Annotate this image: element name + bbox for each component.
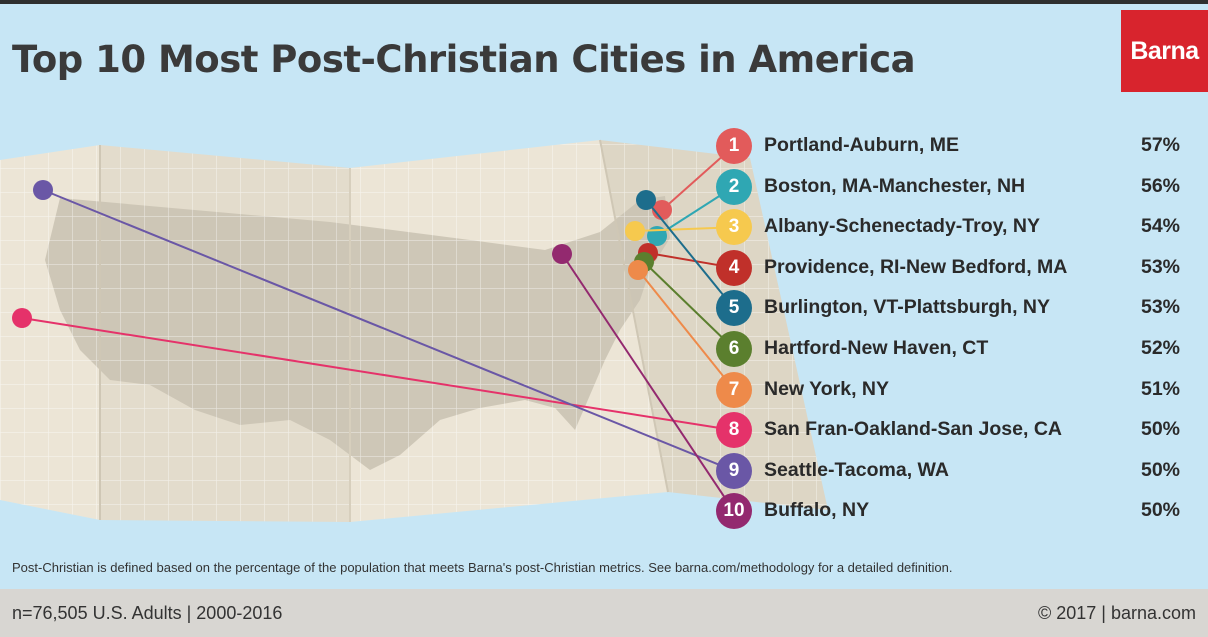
connector-line [561, 253, 735, 512]
rank-badge: 2 [716, 168, 752, 205]
page-title: Top 10 Most Post-Christian Cities in Ame… [12, 38, 916, 81]
ranking-row: 8 San Fran-Oakland-San Jose, CA 50% [716, 412, 1186, 449]
city-name: Buffalo, NY [764, 499, 870, 522]
ranking-row: 7 New York, NY 51% [716, 371, 1186, 408]
city-map-marker [625, 221, 645, 241]
city-percentage: 50% [1140, 499, 1180, 522]
ranking-row: 10 Buffalo, NY 50% [716, 493, 1186, 530]
ranking-row: 4 Providence, RI-New Bedford, MA 53% [716, 249, 1186, 286]
city-name: Albany-Schenectady-Troy, NY [764, 215, 1040, 238]
ranking-row: 2 Boston, MA-Manchester, NH 56% [716, 168, 1186, 205]
city-percentage: 53% [1140, 296, 1180, 319]
city-percentage: 56% [1140, 174, 1180, 197]
copyright: © 2017 | barna.com [1037, 603, 1196, 623]
city-map-marker [33, 180, 53, 200]
top-rule [0, 0, 1208, 4]
rank-badge: 7 [716, 371, 752, 408]
ranking-row: 6 Hartford-New Haven, CT 52% [716, 331, 1186, 367]
rank-badge: 6 [716, 331, 752, 367]
city-name: Burlington, VT-Plattsburgh, NY [764, 296, 1050, 319]
rank-badge: 4 [716, 249, 752, 286]
rank-badge: 3 [716, 209, 752, 246]
city-name: Boston, MA-Manchester, NH [764, 174, 1026, 197]
connector-line [645, 199, 735, 310]
footer-bar: n=76,505 U.S. Adults | 2000-2016 © 2017 … [0, 589, 1208, 637]
rank-badge: 10 [716, 493, 752, 530]
city-map-marker [636, 190, 656, 210]
city-name: Portland-Auburn, ME [764, 134, 959, 156]
ranking-row: 5 Burlington, VT-Plattsburgh, NY 53% [716, 290, 1186, 327]
definition-note: Post-Christian is defined based on the p… [12, 560, 953, 575]
city-map-marker [628, 260, 648, 280]
city-percentage: 50% [1140, 458, 1180, 481]
connector-line [643, 261, 735, 350]
city-percentage: 52% [1140, 337, 1180, 359]
city-name: New York, NY [764, 377, 889, 400]
sample-size: n=76,505 U.S. Adults | 2000-2016 [12, 603, 283, 623]
city-percentage: 57% [1140, 134, 1180, 156]
connector-line [21, 317, 735, 432]
city-map-marker [552, 244, 572, 264]
ranking-row: 9 Seattle-Tacoma, WA 50% [716, 452, 1186, 489]
city-name: Hartford-New Haven, CT [764, 337, 989, 359]
rank-badge: 1 [716, 128, 752, 164]
city-percentage: 51% [1140, 377, 1180, 400]
city-percentage: 53% [1140, 255, 1180, 278]
city-name: Seattle-Tacoma, WA [764, 458, 949, 481]
barna-logo: Barna [1121, 10, 1208, 92]
connector-line [42, 189, 735, 472]
city-name: Providence, RI-New Bedford, MA [764, 255, 1068, 278]
ranking-row: 3 Albany-Schenectady-Troy, NY 54% [716, 209, 1186, 246]
city-percentage: 54% [1140, 215, 1180, 238]
ranking-row: 1 Portland-Auburn, ME 57% [716, 128, 1186, 164]
rank-badge: 5 [716, 290, 752, 327]
city-name: San Fran-Oakland-San Jose, CA [764, 418, 1062, 441]
connector-line [637, 269, 735, 391]
city-map-marker [12, 308, 32, 328]
rank-badge: 9 [716, 452, 752, 489]
city-percentage: 50% [1140, 418, 1180, 441]
rank-badge: 8 [716, 412, 752, 449]
